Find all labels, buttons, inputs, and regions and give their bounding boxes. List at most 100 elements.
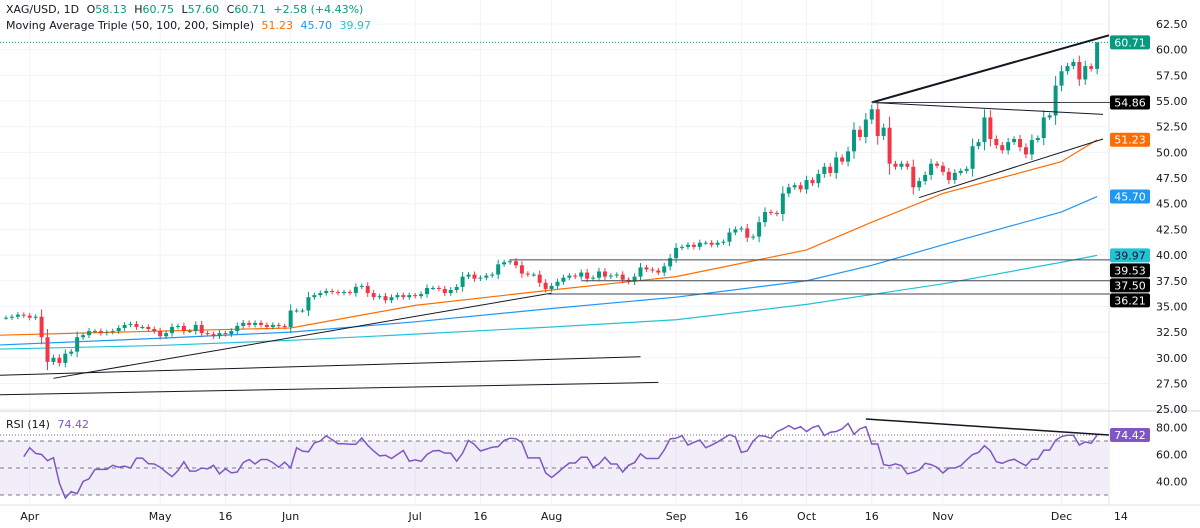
candle <box>543 282 548 289</box>
ma200-line <box>0 254 1098 350</box>
candle <box>929 163 934 175</box>
candle <box>549 285 554 289</box>
price-label: 60.71 <box>1114 36 1146 49</box>
candle <box>982 117 987 143</box>
candle <box>241 322 246 326</box>
candle <box>863 119 868 137</box>
candle <box>668 258 673 267</box>
candle <box>371 293 376 298</box>
y-tick-label: 45.00 <box>1156 198 1188 211</box>
candle <box>1035 137 1040 141</box>
y-tick-label: 50.00 <box>1156 146 1188 159</box>
trendline[interactable] <box>0 381 659 396</box>
candle <box>976 142 981 147</box>
candle <box>442 288 447 294</box>
close-label: C <box>226 3 235 16</box>
candle <box>519 265 524 274</box>
x-tick-label: 16 <box>734 510 748 523</box>
candle <box>312 295 317 298</box>
time-axis[interactable]: Apr May 16 Jun Jul 16 Aug Sep 16 Oct 16 Nov Dec 14 <box>20 510 1128 523</box>
candle <box>318 293 323 296</box>
y-tick-label: 62.50 <box>1156 18 1188 31</box>
candle <box>757 222 762 237</box>
candle <box>175 325 180 327</box>
candle <box>336 292 341 294</box>
trendline[interactable] <box>871 34 1110 104</box>
candle <box>383 296 388 301</box>
candle <box>608 275 613 277</box>
price-label: 39.53 <box>1114 264 1146 277</box>
candle <box>591 277 596 279</box>
candle <box>923 174 928 182</box>
candle <box>573 275 578 277</box>
y-tick-label: 35.00 <box>1156 300 1188 313</box>
trendline[interactable] <box>0 356 641 376</box>
candle <box>104 332 109 334</box>
candle <box>715 242 720 245</box>
candle <box>887 127 892 164</box>
candle <box>674 247 679 259</box>
price-label-box <box>1110 278 1150 293</box>
ma50-value: 51.23 <box>261 19 294 32</box>
rsi-label-box <box>1110 428 1150 443</box>
candle <box>970 146 975 169</box>
candle <box>1000 145 1005 151</box>
trendline[interactable] <box>871 101 1104 115</box>
price-label: 36.21 <box>1114 294 1146 307</box>
candle <box>300 310 305 312</box>
ma100-value: 45.70 <box>300 19 333 32</box>
candle <box>294 310 299 312</box>
trendline[interactable] <box>919 138 1104 199</box>
candle <box>691 244 696 247</box>
candle <box>401 295 406 298</box>
candle <box>840 157 845 162</box>
candle <box>1012 139 1017 143</box>
price-axis[interactable]: 62.50 60.00 57.50 55.00 52.50 50.00 47.50 45.00… <box>1110 18 1188 489</box>
candle <box>727 232 732 242</box>
candle <box>472 274 477 279</box>
ohlc-open: O58.13 <box>87 3 127 16</box>
x-tick-label: 16 <box>865 510 879 523</box>
candle <box>946 171 951 181</box>
y-tick-label: 27.50 <box>1156 377 1188 390</box>
candle <box>1018 139 1023 148</box>
candle <box>235 325 240 332</box>
symbol-title[interactable]: XAG/USD, 1D <box>6 3 80 16</box>
ohlc-low: L57.60 <box>182 3 220 16</box>
candle <box>875 109 880 136</box>
candle <box>324 291 329 294</box>
candle <box>45 337 50 362</box>
rsi-trendline[interactable] <box>865 418 1110 436</box>
rsi-tick-label: 40.00 <box>1156 476 1188 489</box>
y-tick-label: 42.50 <box>1156 223 1188 236</box>
candle <box>466 274 471 277</box>
candle <box>205 333 210 335</box>
x-tick-label: Jul <box>408 510 422 523</box>
rsi-line <box>23 422 1098 500</box>
trendline[interactable] <box>53 292 552 379</box>
candle <box>353 286 358 294</box>
candle <box>733 229 738 233</box>
candle <box>27 315 32 318</box>
price-label-box <box>1110 263 1150 278</box>
trendlines[interactable] <box>0 34 1110 436</box>
candle <box>816 173 821 184</box>
ma-title[interactable]: Moving Average Triple (50, 100, 200, Sim… <box>6 19 254 32</box>
candle <box>63 353 68 363</box>
rsi-value: 74.42 <box>57 418 89 431</box>
y-tick-label: 25.00 <box>1156 403 1188 416</box>
candle <box>822 166 827 174</box>
candle <box>229 331 234 335</box>
rsi-title[interactable]: RSI (14) <box>6 418 50 431</box>
candle <box>1071 61 1076 67</box>
candle <box>638 267 643 277</box>
candle <box>247 322 252 325</box>
candle <box>288 310 293 327</box>
candle <box>774 212 779 214</box>
candle <box>223 333 228 335</box>
candle <box>181 325 186 332</box>
candle <box>187 331 192 333</box>
candle <box>721 241 726 243</box>
candle <box>846 151 851 162</box>
